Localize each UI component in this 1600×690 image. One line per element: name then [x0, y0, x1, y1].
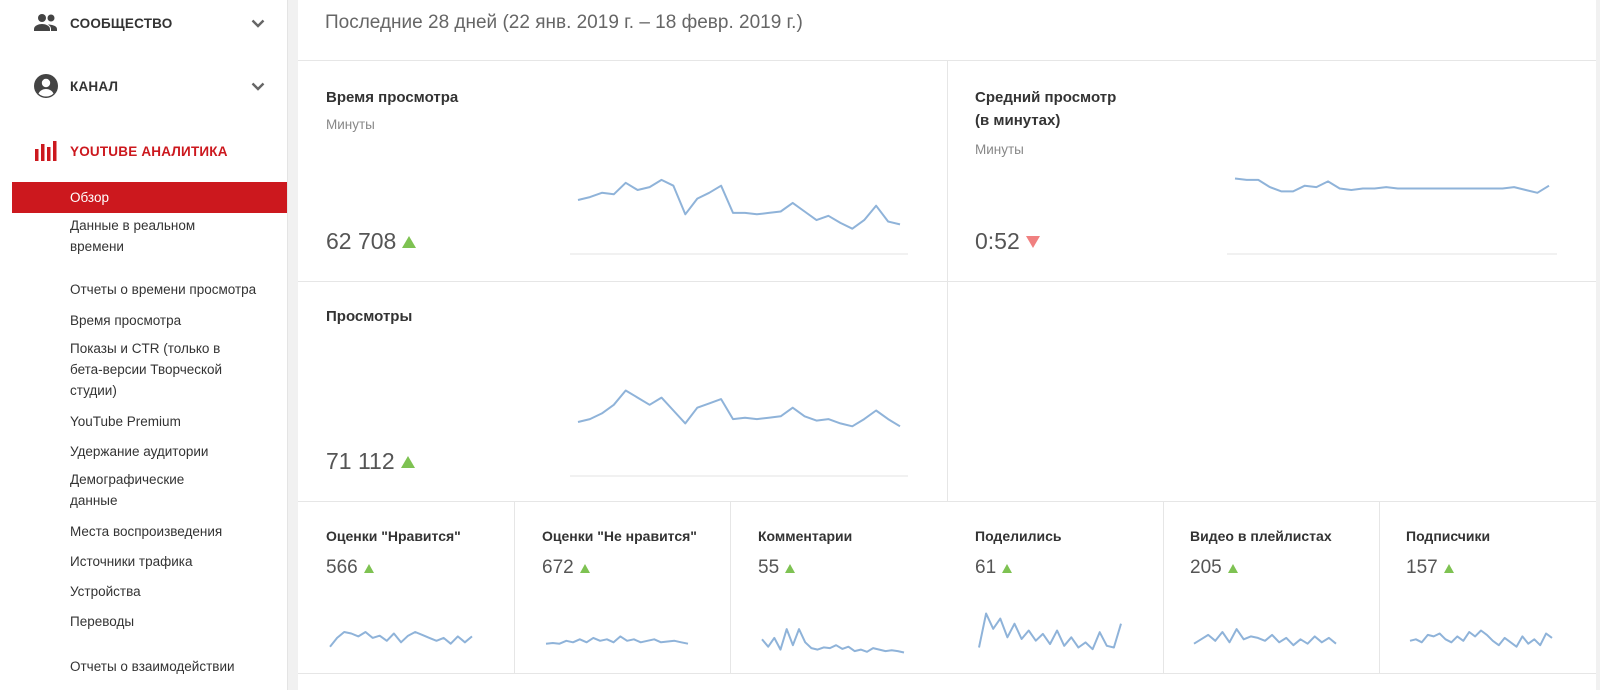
- trend-up-icon: [579, 563, 590, 573]
- stat-number: 61: [975, 557, 997, 578]
- main-panel: Последние 28 дней (22 янв. 2019 г. – 18 …: [298, 0, 1596, 690]
- divider: [298, 501, 1596, 502]
- stat-dislikes-sparkline: [545, 635, 689, 645]
- views-value: 71 112: [326, 448, 415, 475]
- sidebar-item-watch-time[interactable]: Время просмотра: [70, 313, 182, 328]
- avg-view-value: 0:52: [975, 228, 1040, 255]
- trend-up-icon: [400, 455, 415, 468]
- divider: [730, 501, 731, 673]
- watch-time-sparkline: [570, 178, 908, 255]
- people-icon: [33, 10, 59, 36]
- sidebar-item-translations[interactable]: Переводы: [70, 614, 135, 629]
- sparkline-series: [1193, 628, 1337, 647]
- stat-comments-sparkline: [761, 628, 905, 654]
- sidebar-item-playback-locations[interactable]: Места воспроизведения: [70, 524, 223, 539]
- sidebar-section-community[interactable]: СООБЩЕСТВО: [0, 3, 287, 43]
- sparkline-series: [577, 178, 901, 230]
- trend-up-icon: [363, 563, 374, 573]
- avg-view-title: Средний просмотр (в минутах): [975, 86, 1116, 132]
- divider: [298, 673, 1596, 674]
- avg-view-sparkline: [1227, 177, 1557, 255]
- divider: [514, 501, 515, 673]
- avg-view-title-line1: Средний просмотр: [975, 89, 1117, 106]
- stat-likes-title: Оценки "Нравится": [326, 528, 461, 544]
- stat-dislikes-title: Оценки "Не нравится": [542, 528, 697, 544]
- divider: [1379, 501, 1380, 673]
- views-title: Просмотры: [326, 308, 413, 325]
- stat-number: 157: [1406, 557, 1438, 578]
- stat-subscribers-sparkline: [1409, 629, 1553, 648]
- sparkline-series: [329, 631, 473, 648]
- trend-up-icon: [402, 235, 417, 248]
- chevron-down-icon[interactable]: [250, 78, 266, 94]
- trend-up-icon: [1443, 563, 1454, 573]
- stat-number: 205: [1190, 557, 1222, 578]
- watch-time-value: 62 708: [326, 228, 417, 255]
- sparkline-series: [1409, 629, 1553, 648]
- sparkline-series: [761, 628, 905, 654]
- stat-comments-title: Комментарии: [758, 528, 853, 544]
- views-sparkline: [570, 389, 908, 477]
- avg-view-number: 0:52: [975, 228, 1020, 254]
- stat-likes-sparkline: [329, 631, 473, 648]
- trend-down-icon: [1025, 235, 1040, 248]
- sidebar-item-overview[interactable]: Обзор: [12, 182, 287, 213]
- sidebar-item-youtube-premium[interactable]: YouTube Premium: [70, 414, 181, 429]
- stat-shares-value: 61: [975, 557, 1013, 579]
- stat-shares-sparkline: [978, 612, 1122, 651]
- divider: [1163, 501, 1164, 673]
- sparkline-series: [577, 389, 901, 428]
- sidebar-section-label: КАНАЛ: [70, 78, 119, 94]
- watch-time-number: 62 708: [326, 228, 397, 254]
- chevron-down-icon[interactable]: [250, 15, 266, 31]
- sidebar-item-traffic-sources[interactable]: Источники трафика: [70, 554, 193, 569]
- stat-comments-value: 55: [758, 557, 796, 579]
- divider: [298, 281, 1596, 282]
- sparkline-series: [545, 635, 689, 645]
- sidebar-item-demographics[interactable]: Демографические данные: [70, 472, 185, 508]
- sidebar-section-channel[interactable]: КАНАЛ: [0, 66, 287, 106]
- stat-playlists-value: 205: [1190, 557, 1238, 579]
- sparkline-series: [1234, 177, 1550, 194]
- avg-view-title-line2: (в минутах): [975, 112, 1061, 129]
- views-number: 71 112: [326, 448, 395, 474]
- stat-likes-value: 566: [326, 557, 374, 579]
- trend-up-icon: [785, 563, 796, 573]
- sidebar-section-label: YOUTUBE АНАЛИТИКА: [70, 143, 228, 159]
- stat-subscribers-title: Подписчики: [1406, 528, 1491, 544]
- bar-chart-icon: [33, 138, 59, 164]
- sidebar-item-audience-retention[interactable]: Удержание аудитории: [70, 444, 209, 459]
- divider: [947, 60, 948, 501]
- sidebar-item-impressions-ctr[interactable]: Показы и CTR (только в бета-версии Творч…: [70, 341, 223, 398]
- stat-shares-title: Поделились: [975, 528, 1062, 544]
- sidebar: СООБЩЕСТВО КАНАЛ YOUTUBE АНАЛИТИК: [0, 0, 288, 690]
- stat-playlists-title: Видео в плейлистах: [1190, 528, 1332, 544]
- stat-number: 55: [758, 557, 780, 578]
- sidebar-item-watch-time-reports[interactable]: Отчеты о времени просмотра: [70, 282, 257, 297]
- stat-dislikes-value: 672: [542, 557, 590, 579]
- sidebar-section-analytics[interactable]: YOUTUBE АНАЛИТИКА: [0, 131, 287, 171]
- account-circle-icon: [33, 73, 59, 99]
- stat-playlists-sparkline: [1193, 628, 1337, 647]
- sidebar-item-interaction-reports[interactable]: Отчеты о взаимодействии: [70, 659, 235, 674]
- stat-subscribers-value: 157: [1406, 557, 1454, 579]
- avg-view-subtitle: Минуты: [975, 142, 1024, 157]
- watch-time-title: Время просмотра: [326, 89, 459, 106]
- sidebar-section-label: СООБЩЕСТВО: [70, 15, 173, 31]
- stat-number: 566: [326, 557, 358, 578]
- sidebar-item-realtime[interactable]: Данные в реальном времени: [70, 218, 196, 254]
- trend-up-icon: [1227, 563, 1238, 573]
- sidebar-item-devices[interactable]: Устройства: [70, 584, 141, 599]
- trend-up-icon: [1002, 563, 1013, 573]
- sparkline-series: [978, 612, 1122, 651]
- watch-time-subtitle: Минуты: [326, 117, 375, 132]
- date-range: Последние 28 дней (22 янв. 2019 г. – 18 …: [325, 12, 803, 33]
- stat-number: 672: [542, 557, 574, 578]
